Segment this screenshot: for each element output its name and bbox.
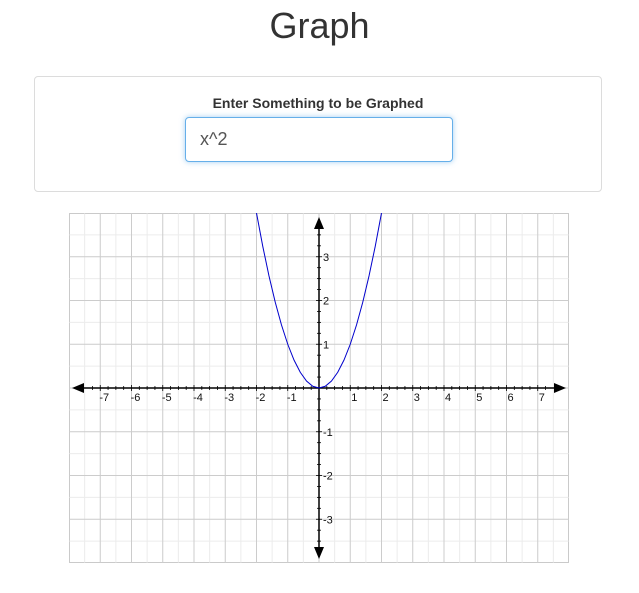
x-tick-label: -7 — [99, 392, 109, 404]
x-tick-label: 2 — [382, 392, 388, 404]
page-title: Graph — [269, 5, 370, 46]
x-axis-arrow-right — [554, 383, 566, 393]
y-tick-label: 1 — [323, 339, 329, 351]
x-axis-arrow-left — [72, 383, 84, 393]
input-panel: Enter Something to be Graphed — [34, 76, 602, 192]
x-tick-label: 5 — [476, 392, 482, 404]
y-axis-arrow-down — [314, 547, 324, 559]
x-tick-label: -3 — [224, 392, 234, 404]
axis-ticks — [92, 234, 546, 542]
function-curve — [256, 212, 382, 389]
x-tick-label: 6 — [507, 392, 513, 404]
graph-container: -7 -6 -5 -4 -3 -2 -1 1 2 3 4 5 6 7 3 2 1 -1 -2 -3 — [68, 212, 570, 564]
expression-input[interactable] — [185, 117, 453, 162]
y-tick-label: 2 — [323, 296, 329, 308]
curve-layer — [256, 212, 382, 389]
x-tick-label: -1 — [287, 392, 297, 404]
x-tick-label: -5 — [162, 392, 172, 404]
y-tick-label: 3 — [323, 252, 329, 264]
expression-label: Enter Something to be Graphed — [212, 95, 424, 111]
y-tick-label: -3 — [323, 514, 333, 526]
graph-plot: -7 -6 -5 -4 -3 -2 -1 1 2 3 4 5 6 7 3 2 1 -1 -2 -3 — [68, 212, 570, 564]
x-tick-label: 4 — [445, 392, 451, 404]
y-tick-labels: 3 2 1 -1 -2 -3 — [323, 252, 333, 527]
x-tick-label: -4 — [193, 392, 203, 404]
x-tick-labels: -7 -6 -5 -4 -3 -2 -1 1 2 3 4 5 6 7 — [99, 392, 544, 404]
x-tick-label: -2 — [256, 392, 266, 404]
x-tick-label: 7 — [539, 392, 545, 404]
x-tick-label: 1 — [351, 392, 357, 404]
y-axis-arrow-up — [314, 217, 324, 229]
y-tick-label: -2 — [323, 471, 333, 483]
x-tick-label: -6 — [131, 392, 141, 404]
y-tick-label: -1 — [323, 427, 333, 439]
x-tick-label: 3 — [414, 392, 420, 404]
